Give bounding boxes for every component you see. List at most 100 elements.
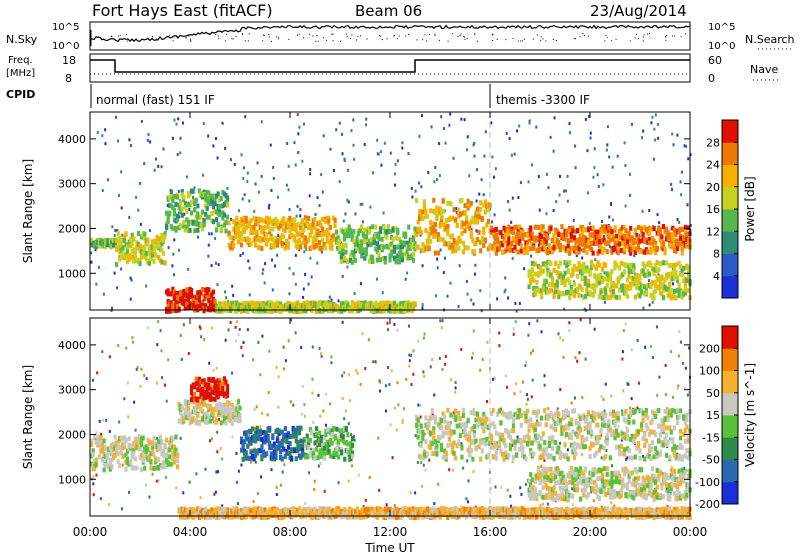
- echo-pixel: [421, 209, 424, 214]
- echo-pixel: [521, 233, 524, 238]
- echo-pixel: [556, 270, 559, 275]
- scatter-pixel: [575, 166, 577, 169]
- echo-pixel: [621, 241, 624, 246]
- scatter-pixel: [282, 471, 284, 474]
- scatter-pixel: [559, 194, 561, 197]
- echo-pixel: [426, 240, 429, 245]
- echo-pixel: [503, 457, 506, 462]
- echo-pixel: [132, 451, 135, 456]
- echo-pixel: [249, 449, 252, 454]
- echo-pixel: [163, 261, 166, 266]
- scatter-pixel: [225, 339, 227, 342]
- scatter-pixel: [127, 415, 129, 418]
- scatter-pixel: [460, 118, 462, 121]
- echo-pixel: [623, 269, 626, 274]
- echo-pixel: [343, 237, 346, 242]
- colorbar-tick-label: 12: [706, 225, 720, 238]
- echo-pixel: [467, 246, 470, 251]
- colorbar-segment: [722, 254, 738, 277]
- scatter-pixel: [473, 155, 475, 158]
- echo-pixel: [118, 236, 121, 241]
- echo-pixel: [345, 427, 348, 432]
- scatter-pixel: [631, 397, 633, 400]
- echo-pixel: [349, 228, 352, 233]
- scatter-pixel: [574, 356, 576, 359]
- scatter-pixel: [598, 185, 600, 188]
- echo-pixel: [137, 231, 140, 236]
- scatter-pixel: [335, 128, 337, 131]
- nsearch-dot: [513, 38, 514, 39]
- scatter-pixel: [321, 355, 323, 358]
- scatter-pixel: [676, 134, 678, 137]
- echo-pixel: [176, 213, 179, 218]
- echo-pixel: [460, 455, 463, 460]
- scatter-pixel: [286, 142, 288, 145]
- echo-pixel: [396, 245, 399, 250]
- scatter-pixel: [559, 388, 561, 391]
- echo-pixel: [165, 453, 168, 458]
- echo-pixel: [526, 244, 529, 249]
- echo-pixel: [209, 193, 212, 198]
- echo-pixel: [319, 246, 322, 251]
- freq-panel-frame: [90, 54, 690, 82]
- nsearch-dot: [380, 36, 381, 37]
- scatter-pixel: [216, 367, 218, 370]
- scatter-pixel: [421, 306, 423, 309]
- scatter-pixel: [460, 348, 462, 351]
- scatter-pixel: [494, 213, 496, 216]
- scatter-pixel: [466, 459, 468, 462]
- echo-pixel: [618, 295, 621, 300]
- echo-pixel: [603, 277, 606, 282]
- scatter-pixel: [610, 501, 612, 504]
- scatter-pixel: [208, 362, 210, 365]
- nsearch-dot: [356, 39, 357, 40]
- echo-pixel: [424, 439, 427, 444]
- scatter-pixel: [243, 166, 245, 169]
- echo-pixel: [587, 227, 590, 232]
- beam-title: Beam 06: [355, 2, 422, 20]
- scatter-pixel: [626, 382, 628, 385]
- scatter-pixel: [687, 157, 689, 160]
- scatter-pixel: [431, 358, 433, 361]
- scatter-pixel: [525, 361, 527, 364]
- scatter-pixel: [391, 369, 393, 372]
- echo-pixel: [307, 216, 310, 221]
- echo-pixel: [585, 250, 588, 255]
- scatter-pixel: [516, 129, 518, 132]
- scatter-pixel: [642, 306, 644, 309]
- echo-pixel: [123, 238, 126, 243]
- scatter-pixel: [467, 500, 469, 503]
- scatter-pixel: [301, 413, 303, 416]
- echo-pixel: [143, 455, 146, 460]
- scatter-pixel: [253, 500, 255, 503]
- scatter-pixel: [272, 288, 274, 291]
- echo-pixel: [206, 206, 209, 211]
- scatter-pixel: [547, 407, 549, 410]
- echo-pixel: [217, 191, 220, 196]
- scatter-pixel: [217, 470, 219, 473]
- scatter-pixel: [317, 196, 319, 199]
- echo-pixel: [242, 457, 245, 462]
- echo-pixel: [199, 215, 202, 220]
- scatter-pixel: [268, 391, 270, 394]
- scatter-pixel: [468, 174, 470, 177]
- scatter-pixel: [540, 330, 542, 333]
- nsearch-dot: [111, 36, 112, 37]
- scatter-pixel: [289, 208, 291, 211]
- scatter-pixel: [215, 137, 217, 140]
- echo-pixel: [598, 249, 601, 254]
- echo-pixel: [474, 438, 477, 443]
- echo-pixel: [637, 244, 640, 249]
- scatter-pixel: [472, 470, 474, 473]
- echo-pixel: [615, 263, 618, 268]
- scatter-pixel: [207, 255, 209, 258]
- echo-pixel: [685, 278, 688, 283]
- scatter-pixel: [192, 196, 194, 199]
- echo-pixel: [213, 397, 216, 402]
- echo-pixel: [538, 247, 541, 252]
- scatter-pixel: [443, 271, 445, 274]
- scatter-pixel: [342, 321, 344, 324]
- echo-pixel: [218, 212, 221, 217]
- nsearch-dot: [574, 38, 575, 39]
- scatter-pixel: [355, 212, 357, 215]
